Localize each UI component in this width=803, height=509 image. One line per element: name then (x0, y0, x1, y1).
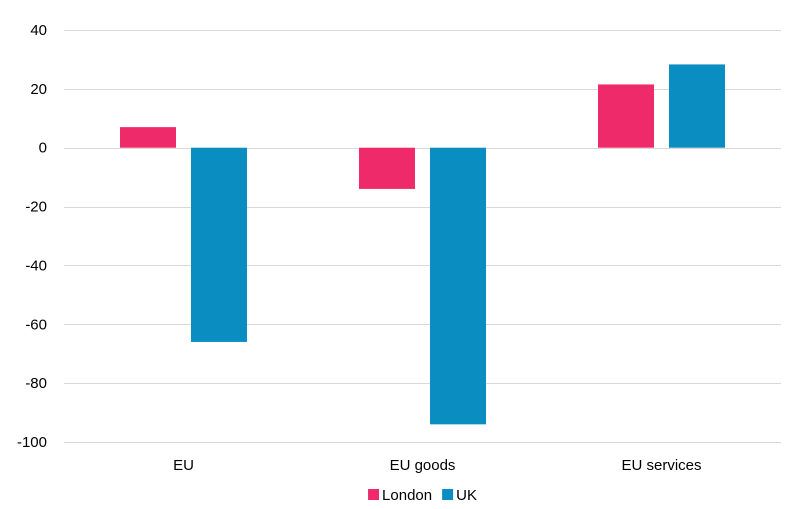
bar-uk-eu (191, 147, 247, 342)
y-axis-tick-labels: 40 20 0 -20 -40 -60 -80 -100 (17, 22, 47, 451)
bar-london-eu (120, 127, 176, 148)
x-category-label: EU (173, 457, 194, 474)
legend-swatch-london (368, 489, 380, 500)
y-tick-label: 0 (39, 140, 47, 157)
bar-london-eu-goods (359, 147, 415, 189)
y-tick-label: 40 (30, 22, 47, 39)
gridlines (64, 30, 781, 443)
legend: London UK (368, 487, 477, 504)
x-category-label: EU services (621, 457, 701, 474)
y-tick-label: 20 (30, 81, 47, 98)
y-tick-label: -80 (25, 375, 47, 392)
y-tick-label: -60 (25, 316, 47, 333)
legend-label-london: London (382, 487, 432, 504)
bar-london-eu-services (598, 84, 654, 148)
y-tick-label: -20 (25, 199, 47, 216)
x-axis-category-labels: EU EU goods EU services (173, 457, 701, 474)
y-tick-label: -100 (17, 434, 47, 451)
bar-uk-eu-goods (430, 147, 486, 425)
legend-swatch-uk (442, 489, 454, 500)
bar-uk-eu-services (669, 64, 725, 148)
legend-label-uk: UK (456, 487, 477, 504)
x-category-label: EU goods (390, 457, 456, 474)
bars (120, 64, 725, 425)
y-tick-label: -40 (25, 257, 47, 274)
